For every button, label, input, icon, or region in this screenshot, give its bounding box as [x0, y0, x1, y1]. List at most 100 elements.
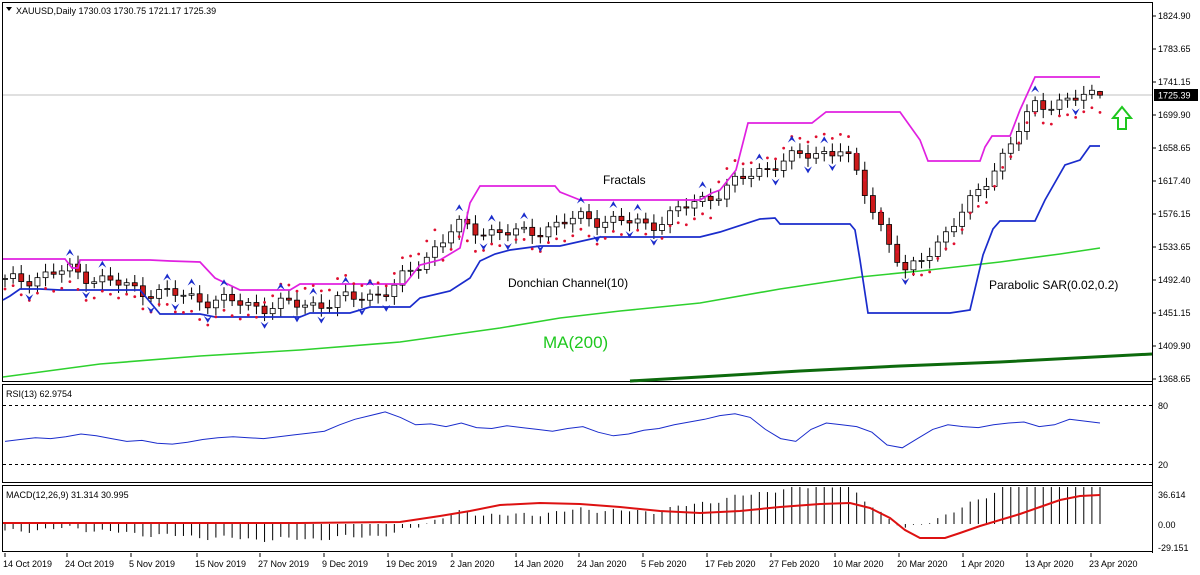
- psar-dot: [952, 242, 956, 246]
- candle: [586, 203, 592, 227]
- rsi-tick: 20: [1158, 460, 1168, 470]
- candle: [967, 189, 974, 220]
- psar-dot: [263, 300, 266, 304]
- candle: [610, 210, 617, 232]
- fractal-up-marker: [341, 276, 350, 284]
- psar-dot: [84, 298, 88, 302]
- psar-dot: [798, 136, 802, 140]
- candle: [594, 210, 601, 236]
- candle: [156, 284, 163, 307]
- candle: [821, 146, 828, 162]
- psar-dot: [1025, 121, 1029, 125]
- candle-body: [440, 242, 446, 248]
- fractal-up-marker: [609, 201, 618, 209]
- psar-dot: [749, 161, 753, 165]
- psar-dot: [271, 294, 275, 298]
- psar-dot: [879, 209, 883, 213]
- fractal-up-marker: [576, 196, 585, 204]
- psar-dot: [603, 236, 607, 240]
- candle: [886, 217, 893, 253]
- candle: [245, 297, 252, 311]
- price-tick: 1533.65: [1158, 242, 1191, 252]
- psar-dot: [1082, 110, 1086, 114]
- fractal-down-marker: [479, 243, 488, 251]
- candle: [999, 148, 1006, 180]
- candle: [1064, 92, 1071, 108]
- fractal-down-marker: [804, 166, 812, 174]
- psar-dot: [52, 289, 56, 293]
- candle: [42, 263, 49, 287]
- fractal-up-marker: [787, 135, 796, 143]
- candle: [983, 177, 990, 199]
- psar-dot: [295, 289, 299, 293]
- panel-frames: [2, 2, 1153, 553]
- candle-body: [521, 226, 528, 230]
- candle-body: [196, 293, 203, 303]
- fractal-up-marker: [455, 204, 464, 212]
- psar-dot: [100, 289, 104, 293]
- psar-dot: [644, 232, 648, 236]
- candle-body: [659, 224, 665, 231]
- psar-dot: [157, 302, 161, 306]
- candle: [1056, 93, 1063, 118]
- candle-body: [399, 270, 406, 286]
- candle-body: [1088, 89, 1095, 95]
- candle: [1048, 100, 1055, 116]
- psar-dot: [514, 238, 518, 242]
- candle-body: [164, 288, 171, 291]
- date-tick: 14 Jan 2020: [514, 559, 564, 569]
- candle: [148, 290, 154, 304]
- candle-body: [99, 275, 106, 283]
- psar-dot: [214, 315, 218, 319]
- candle: [918, 252, 925, 269]
- macd-tick: -29.151: [1158, 543, 1189, 553]
- candle: [107, 267, 114, 286]
- fractal-down-marker: [25, 294, 34, 302]
- candle-body: [326, 307, 333, 309]
- price-tick: 1368.65: [1158, 374, 1191, 384]
- psar-dot: [766, 156, 769, 160]
- parabolic-sar: [3, 106, 1102, 327]
- fractal-up-marker: [520, 212, 529, 220]
- date-tick: 13 Apr 2020: [1025, 559, 1074, 569]
- candle-body: [837, 151, 844, 157]
- fractal-up-marker: [276, 283, 285, 291]
- fractal-down-marker: [357, 308, 366, 316]
- fractal-up-marker: [309, 287, 318, 295]
- macd-header: MACD(12,26,9) 31.314 30.995: [6, 490, 129, 500]
- candle-body: [367, 293, 373, 301]
- candle-body: [245, 302, 252, 306]
- psar-dot: [1066, 113, 1069, 117]
- psar-dot: [36, 291, 39, 295]
- candle-body: [1048, 108, 1055, 111]
- candle-body: [878, 212, 884, 225]
- date-tick: 24 Jan 2020: [577, 559, 627, 569]
- candle: [529, 218, 536, 244]
- fractal-down-marker: [293, 315, 301, 323]
- psar-dot: [417, 252, 421, 256]
- price-tick: 1617.40: [1158, 176, 1191, 186]
- price-tick: 1409.90: [1158, 341, 1191, 351]
- rsi-panel: RSI(13) 62.9754 80 20: [3, 389, 1168, 470]
- donchian-upper-line: [3, 76, 1100, 291]
- candle: [2, 274, 8, 288]
- candle-body: [342, 291, 349, 297]
- candle: [391, 279, 398, 305]
- psar-dot: [871, 196, 875, 200]
- candle-body: [456, 218, 463, 233]
- psar-dot: [230, 314, 234, 318]
- ma200-label: MA(200): [543, 333, 608, 352]
- candle: [50, 263, 57, 279]
- candle: [788, 146, 795, 170]
- fractal-down-marker: [260, 321, 269, 329]
- psar-dot: [255, 315, 258, 319]
- fractal-down-marker: [649, 238, 658, 246]
- candle: [310, 296, 317, 313]
- candle-body: [237, 300, 244, 306]
- candle-body: [83, 271, 90, 284]
- psar-dot: [392, 272, 396, 275]
- candle-body: [34, 277, 41, 287]
- psar-dot: [328, 288, 331, 292]
- candle: [561, 213, 568, 229]
- fractal-down-marker: [625, 231, 634, 239]
